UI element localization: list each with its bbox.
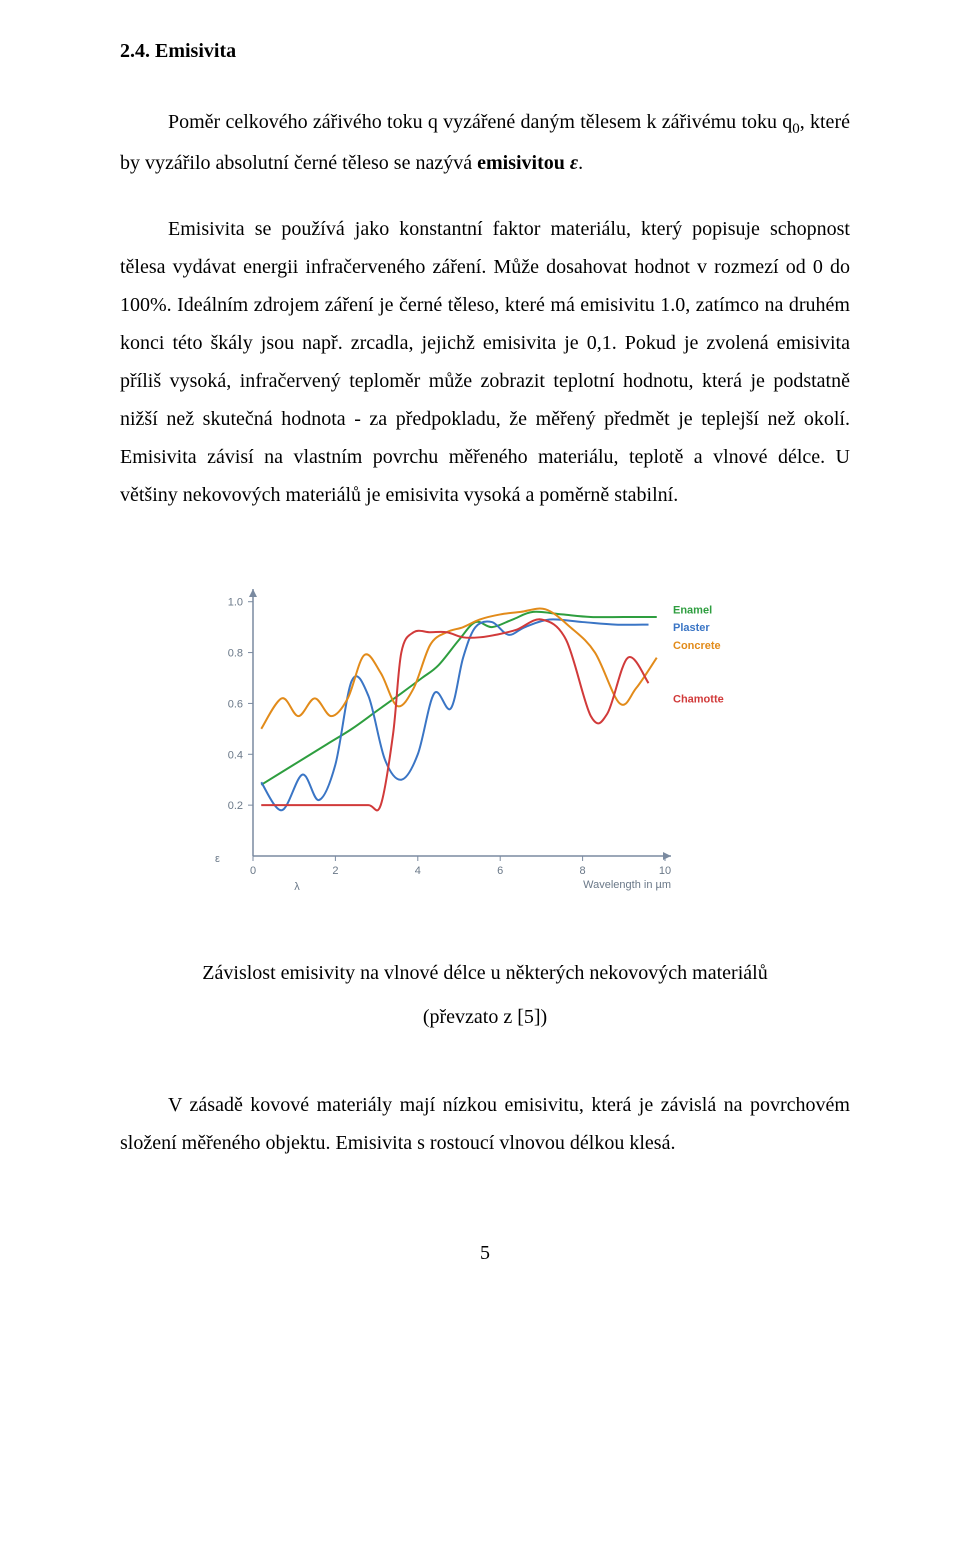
svg-text:1.0: 1.0 xyxy=(228,596,243,608)
para3-text: V zásadě kovové materiály mají nízkou em… xyxy=(120,1094,850,1154)
svg-text:10: 10 xyxy=(659,865,671,877)
section-heading: 2.4. Emisivita xyxy=(120,40,850,63)
emissivity-chart: 0.2 0.4 0.6 0.8 1.0 0 2 4 6 8 10 ε λ Wavelength in µm… xyxy=(205,574,765,904)
svg-text:0: 0 xyxy=(250,865,256,877)
svg-text:λ: λ xyxy=(294,881,300,893)
svg-text:Concrete: Concrete xyxy=(673,639,721,651)
svg-text:8: 8 xyxy=(580,865,586,877)
para2-text: Emisivita se používá jako konstantní fak… xyxy=(120,218,850,506)
paragraph-2: Emisivita se používá jako konstantní fak… xyxy=(120,210,850,514)
paragraph-3: V zásadě kovové materiály mají nízkou em… xyxy=(120,1086,850,1162)
para1-text-c: . xyxy=(578,152,583,174)
svg-text:Chamotte: Chamotte xyxy=(673,693,724,705)
svg-text:0.8: 0.8 xyxy=(228,647,243,659)
page: 2.4. Emisivita Poměr celkového zářivého … xyxy=(0,0,960,1305)
chart-svg: 0.2 0.4 0.6 0.8 1.0 0 2 4 6 8 10 ε λ Wavelength in µm… xyxy=(205,574,765,904)
para1-italic: ε xyxy=(570,152,578,174)
svg-text:Enamel: Enamel xyxy=(673,604,712,616)
figure-caption-line2: (převzato z [5]) xyxy=(120,998,850,1036)
svg-text:0.2: 0.2 xyxy=(228,800,243,812)
svg-text:2: 2 xyxy=(332,865,338,877)
para1-subscript: 0 xyxy=(792,121,800,137)
svg-text:0.4: 0.4 xyxy=(228,749,243,761)
svg-text:4: 4 xyxy=(415,865,421,877)
svg-text:Plaster: Plaster xyxy=(673,622,710,634)
page-number: 5 xyxy=(120,1242,850,1265)
svg-text:6: 6 xyxy=(497,865,503,877)
svg-text:ε: ε xyxy=(215,853,220,865)
svg-text:0.6: 0.6 xyxy=(228,698,243,710)
paragraph-1: Poměr celkového zářivého toku q vyzářené… xyxy=(120,103,850,182)
svg-text:Wavelength in µm: Wavelength in µm xyxy=(583,879,671,891)
para1-bold: emisivitou xyxy=(477,152,570,174)
figure-caption-line1: Závislost emisivity na vlnové délce u ně… xyxy=(120,954,850,992)
para1-text-a: Poměr celkového zářivého toku q vyzářené… xyxy=(168,111,792,133)
